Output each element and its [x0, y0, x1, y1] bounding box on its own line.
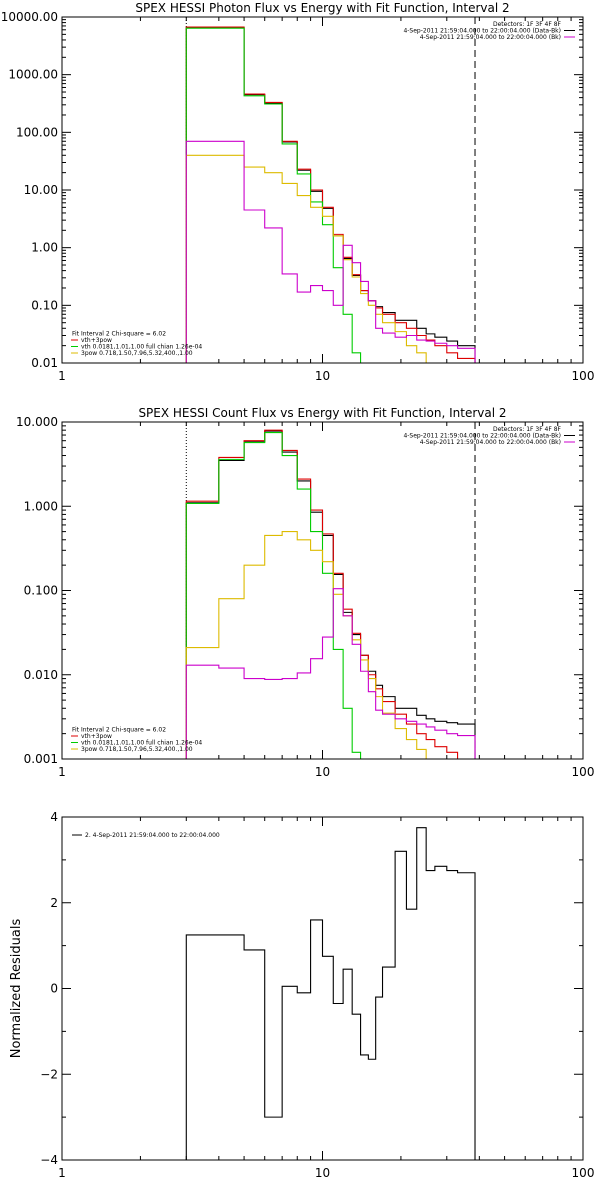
series-line-vth-3pow	[185, 26, 476, 363]
x-tick-label: 10	[315, 765, 330, 779]
chart-title: SPEX HESSI Count Flux vs Energy with Fit…	[138, 406, 506, 420]
y-tick-label: 0	[50, 982, 58, 996]
series-line-data-bk	[185, 430, 476, 759]
y-tick-label: 1000.00	[8, 68, 58, 82]
legend-entry-text: 4-Sep-2011 21:59:04.000 to 22:00:04.000 …	[420, 34, 561, 41]
series-line-3pow	[185, 154, 436, 363]
y-tick-label: 2	[50, 896, 58, 910]
y-tick-label: 1.000	[24, 499, 58, 513]
y-tick-label: 10.00	[24, 183, 58, 197]
x-tick-label: 1	[58, 765, 66, 779]
legend-entry-text: Detectors: 1F 3F 4F 8F	[493, 426, 562, 433]
x-tick-label: 10	[315, 369, 330, 383]
legend-entry-text: vth 0.0181,1.01,1.00 full chian 1.26e-04	[81, 740, 202, 747]
legend-entry-text: Fit Interval 2 Chi-square = 6.02	[72, 727, 166, 734]
legend-entry-text: vth+3pow	[81, 733, 112, 740]
series-line-bk	[185, 140, 476, 363]
legend-entry-text: vth+3pow	[81, 337, 112, 344]
y-tick-label: 1.00	[31, 241, 58, 255]
plot-frame	[61, 421, 584, 760]
y-tick-label: 0.100	[24, 584, 58, 598]
series-line-data-bk	[185, 27, 476, 363]
legend-entry-text: 2. 4-Sep-2011 21:59:04.000 to 22:00:04.0…	[85, 832, 220, 839]
series-line-bk	[185, 588, 476, 759]
chart-panel-2: SPEX HESSI Count Flux vs Energy with Fit…	[16, 406, 595, 779]
x-tick-label: 100	[572, 765, 595, 779]
y-tick-label: 4	[50, 810, 58, 824]
x-tick-label: 100	[572, 369, 595, 383]
y-tick-label: −4	[40, 1153, 58, 1167]
legend-entry-text: 4-Sep-2011 21:59:04.000 to 22:00:04.000 …	[403, 28, 561, 35]
x-tick-label: 1	[58, 369, 66, 383]
legend-entry-text: Detectors: 1F 3F 4F 8F	[493, 21, 562, 28]
legend-entry-text: 4-Sep-2011 21:59:04.000 to 22:00:04.000 …	[403, 433, 561, 440]
x-tick-label: 1	[58, 1166, 66, 1180]
series-line-vth-3pow	[185, 429, 476, 759]
legend-entry-text: Fit Interval 2 Chi-square = 6.02	[72, 331, 166, 338]
legend-entry-text: vth 0.0181,1.01,1.00 full chian 1.26e-04	[81, 344, 202, 351]
series-line-2	[185, 827, 476, 1160]
x-tick-label: 10	[315, 1166, 330, 1180]
x-tick-label: 100	[572, 1166, 595, 1180]
y-tick-label: 0.01	[31, 356, 58, 370]
series-line-vth	[185, 27, 362, 363]
y-tick-label: 100.00	[16, 125, 58, 139]
chart-panel-1: SPEX HESSI Photon Flux vs Energy with Fi…	[1, 1, 595, 383]
y-tick-label: 10000.00	[1, 10, 58, 24]
legend-entry-text: 3pow 0.718,1.50,7.96,5.32,400.,1.00	[81, 350, 193, 357]
plot-frame	[61, 16, 584, 364]
y-tick-label: 10.000	[16, 415, 58, 429]
y-tick-label: −2	[40, 1067, 58, 1081]
series-line-3pow	[185, 531, 436, 759]
legend-entry-text: 3pow 0.718,1.50,7.96,5.32,400.,1.00	[81, 746, 193, 753]
plot-frame	[61, 816, 584, 1161]
y-axis-label: Normalized Residuals	[9, 919, 24, 1059]
legend-entry-text: 4-Sep-2011 21:59:04.000 to 22:00:04.000 …	[420, 439, 561, 446]
chart-title: SPEX HESSI Photon Flux vs Energy with Fi…	[135, 1, 509, 15]
chart-panel-3: Normalized Residuals 1 10 100 −4 −2 0 2 4 2. 4-Se…	[9, 810, 594, 1180]
y-tick-label: 0.10	[31, 298, 58, 312]
y-tick-label: 0.010	[24, 668, 58, 682]
series-line-vth	[185, 431, 362, 759]
y-tick-label: 0.001	[24, 752, 58, 766]
